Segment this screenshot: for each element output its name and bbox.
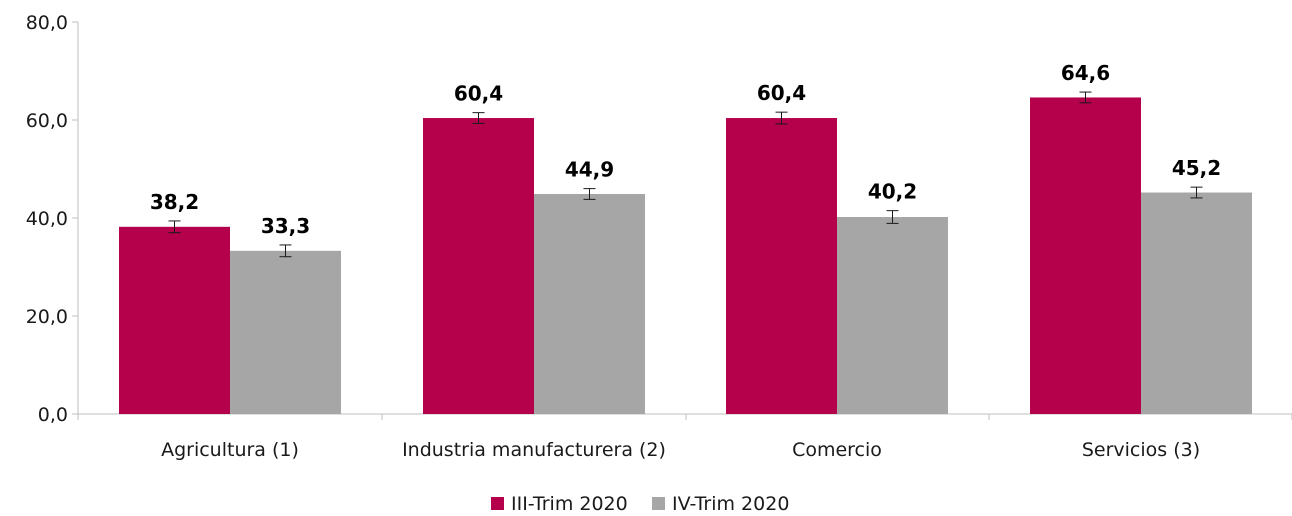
legend-label: IV-Trim 2020: [672, 493, 789, 515]
data-label: 60,4: [454, 82, 503, 106]
axis-layer: 0,0 20,0 40,0 60,0 80,0 Agricultura (1) Indust…: [26, 12, 1292, 461]
data-label: 38,2: [150, 190, 199, 214]
category-label: Agricultura (1): [161, 439, 299, 461]
bar: [1030, 97, 1141, 415]
bars-layer: [119, 97, 1252, 415]
bar: [423, 118, 534, 414]
y-tick-label: 40,0: [26, 208, 68, 230]
bar: [837, 217, 948, 414]
bar: [726, 118, 837, 414]
legend-label: III-Trim 2020: [511, 493, 628, 515]
data-label: 33,3: [261, 214, 310, 238]
bar: [230, 250, 341, 414]
y-tick-label: 20,0: [26, 306, 68, 328]
data-label: 64,6: [1061, 61, 1110, 85]
legend: III-Trim 2020 IV-Trim 2020: [491, 493, 789, 515]
legend-swatch: [652, 497, 665, 510]
data-labels-layer: 38,2 60,4 60,4 64,6 33,3 44,9 40,2 45,2: [150, 61, 1221, 238]
data-label: 40,2: [868, 180, 917, 204]
legend-swatch: [491, 497, 504, 510]
bar: [1141, 192, 1252, 414]
y-tick-label: 60,0: [26, 110, 68, 132]
category-label: Comercio: [792, 439, 882, 461]
bar: [534, 193, 645, 414]
category-label: Servicios (3): [1082, 439, 1200, 461]
bar: [119, 226, 230, 414]
error-bars-layer: [168, 91, 1203, 258]
data-label: 45,2: [1172, 156, 1221, 180]
category-label: Industria manufacturera (2): [402, 439, 666, 461]
data-label: 44,9: [565, 158, 614, 182]
data-label: 60,4: [757, 81, 806, 105]
y-tick-label: 0,0: [38, 404, 68, 426]
y-tick-label: 80,0: [26, 12, 68, 34]
